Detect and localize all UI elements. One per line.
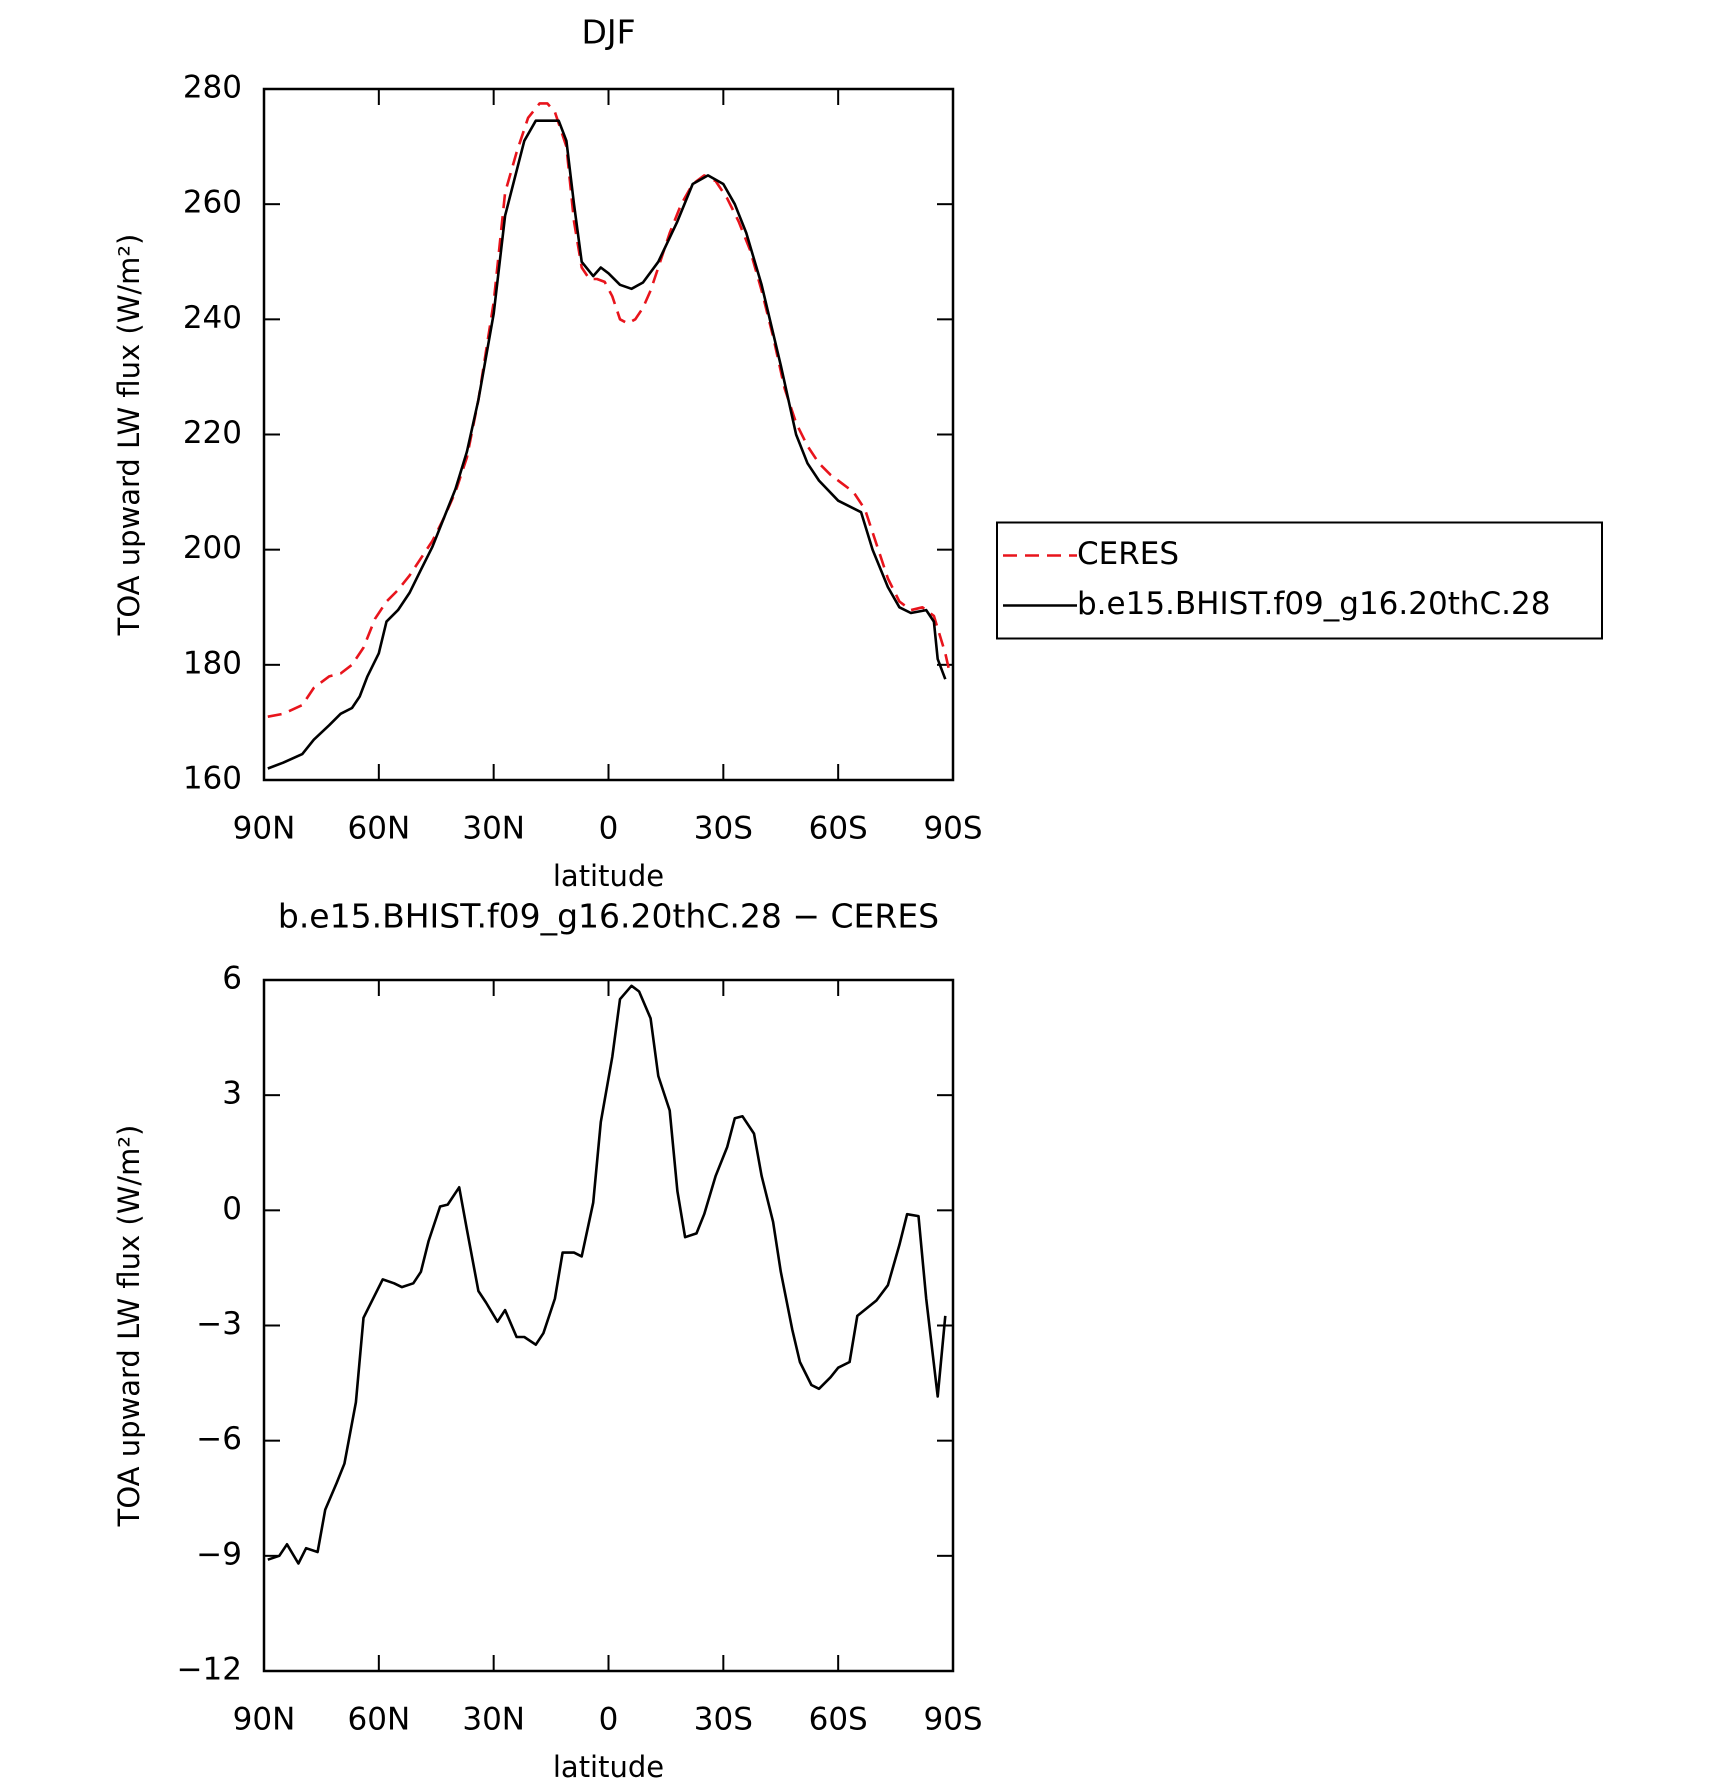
x-tick-label: 60N xyxy=(348,1702,411,1738)
x-tick-label: 60S xyxy=(809,1702,868,1738)
x-tick-label: 0 xyxy=(599,811,619,847)
y-tick-label: 220 xyxy=(183,415,242,451)
x-axis-label: latitude xyxy=(553,1750,664,1784)
x-tick-label: 30N xyxy=(462,1702,525,1738)
plot-frame xyxy=(262,87,955,782)
y-tick-label: 240 xyxy=(183,300,242,336)
y-tick-label: 260 xyxy=(183,185,242,221)
y-tick-label: −12 xyxy=(177,1652,242,1688)
legend-box xyxy=(996,521,1603,640)
legend-label: b.e15.BHIST.f09_g16.20thC.28 xyxy=(1077,586,1550,622)
y-axis-label: TOA upward LW flux (W/m²) xyxy=(112,234,146,637)
y-tick-label: 6 xyxy=(222,961,242,997)
x-tick-label: 90N xyxy=(233,1702,296,1738)
data-line xyxy=(267,102,951,718)
legend-label: CERES xyxy=(1077,536,1179,572)
x-tick-label: 90N xyxy=(233,811,296,847)
y-tick-label: 160 xyxy=(183,761,242,797)
x-tick-label: 60N xyxy=(348,811,411,847)
x-tick-label: 0 xyxy=(599,1702,619,1738)
x-tick-label: 30N xyxy=(462,811,525,847)
y-tick-label: −9 xyxy=(196,1536,242,1572)
x-tick-label: 30S xyxy=(694,1702,753,1738)
y-tick-label: −3 xyxy=(196,1306,242,1342)
x-tick-label: 60S xyxy=(809,811,868,847)
y-tick-label: 3 xyxy=(222,1076,242,1112)
plot-frame xyxy=(262,978,955,1673)
x-tick-label: 90S xyxy=(923,1702,982,1738)
y-tick-label: 280 xyxy=(183,70,242,106)
y-axis-label: TOA upward LW flux (W/m²) xyxy=(112,1125,146,1528)
y-tick-label: 200 xyxy=(183,530,242,566)
chart-title: DJF xyxy=(581,13,635,52)
y-tick-label: 0 xyxy=(222,1191,242,1227)
data-line xyxy=(267,984,947,1565)
x-tick-label: 90S xyxy=(923,811,982,847)
x-tick-label: 30S xyxy=(694,811,753,847)
x-axis-label: latitude xyxy=(553,859,664,893)
y-tick-label: 180 xyxy=(183,645,242,681)
data-line xyxy=(267,119,947,770)
y-tick-label: −6 xyxy=(196,1421,242,1457)
chart-title: b.e15.BHIST.f09_g16.20thC.28 − CERES xyxy=(278,897,939,936)
